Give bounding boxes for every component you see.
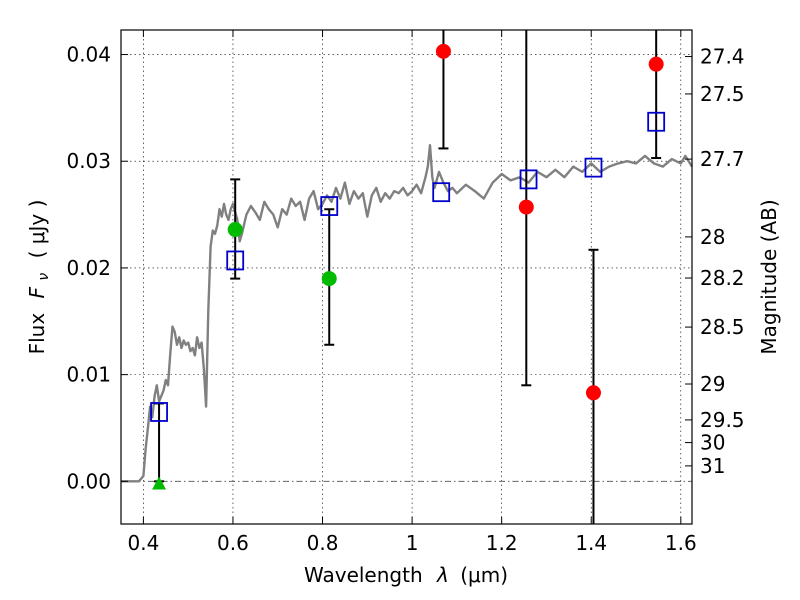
y2-tick-label: 28 <box>700 225 725 249</box>
red-flux-point <box>519 200 534 215</box>
x-axis-unit: (μm) <box>460 563 508 587</box>
figure-background <box>0 0 800 600</box>
red-flux-point <box>649 57 664 72</box>
y-axis-subscript: ν <box>36 273 52 281</box>
x-tick-label: 1.2 <box>486 531 518 555</box>
y-axis-symbol: F <box>25 286 49 298</box>
y2-tick-label: 31 <box>700 454 725 478</box>
y2-tick-label: 29.5 <box>700 408 745 432</box>
x-tick-label: 0.4 <box>127 531 159 555</box>
x-axis-symbol: λ <box>436 563 449 587</box>
y-tick-label: 0.02 <box>66 256 111 280</box>
x-tick-label: 1 <box>406 531 419 555</box>
y2-tick-label: 30 <box>700 431 725 455</box>
red-flux-point <box>586 385 601 400</box>
y2-tick-label: 28.5 <box>700 315 745 339</box>
x-axis-label: Wavelength λ (μm) <box>304 563 508 587</box>
y-tick-label: 0.03 <box>66 149 111 173</box>
x-tick-label: 1.6 <box>665 531 697 555</box>
y2-tick-label: 27.5 <box>700 82 745 106</box>
x-tick-label: 1.4 <box>575 531 607 555</box>
y2-axis-label: Magnitude (AB) <box>757 199 781 354</box>
y2-tick-label: 27.4 <box>700 45 745 69</box>
red-flux-point <box>436 44 451 59</box>
y-axis-label-text: Flux <box>25 313 49 355</box>
sed-plot: 0.4 0.6 0.8 1 1.2 1.4 1.6 0.00 0.01 0.02 0.03 0.04 2… <box>0 0 800 600</box>
y2-tick-label: 27.7 <box>700 147 745 171</box>
y-axis-unit: ( μJy ) <box>25 200 49 259</box>
x-tick-label: 0.6 <box>217 531 249 555</box>
green-flux-point <box>322 271 337 286</box>
y-tick-label: 0.04 <box>66 43 111 67</box>
y-tick-label: 0.00 <box>66 469 111 493</box>
green-flux-point <box>228 222 243 237</box>
y2-tick-label: 28.2 <box>700 266 745 290</box>
x-tick-label: 0.8 <box>307 531 339 555</box>
y2-tick-label: 29 <box>700 372 725 396</box>
y-tick-label: 0.01 <box>66 363 111 387</box>
x-axis-label-text: Wavelength <box>304 563 423 587</box>
